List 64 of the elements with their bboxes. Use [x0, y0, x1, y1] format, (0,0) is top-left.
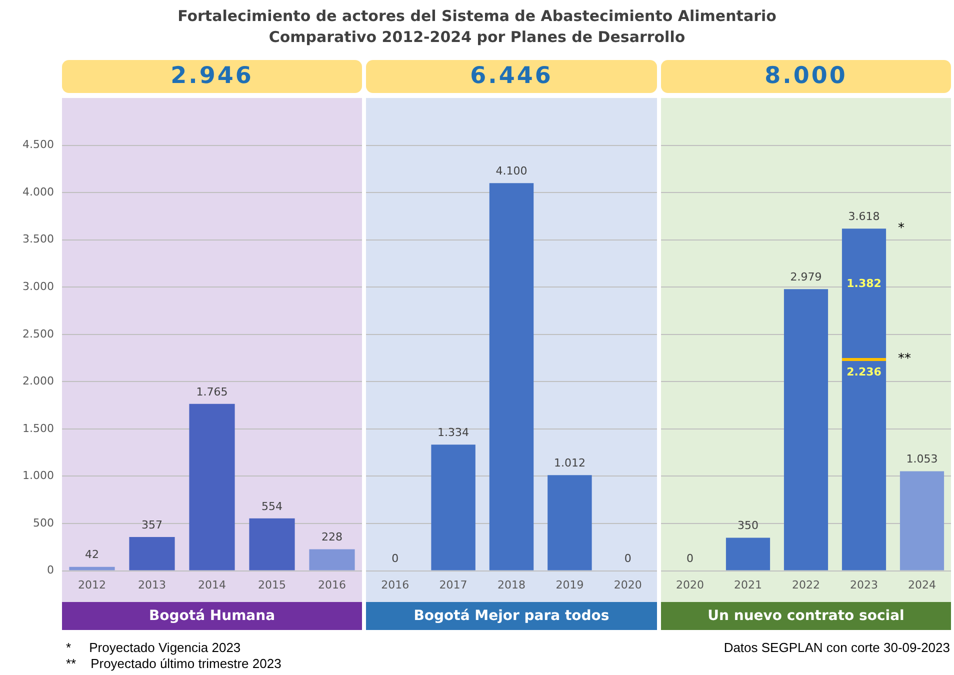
x-tick-label: 2020	[676, 578, 704, 592]
data-label: 554	[262, 500, 282, 513]
x-tick-label: 2022	[792, 578, 820, 592]
data-label: 1.012	[554, 456, 586, 470]
y-tick-label: 2.000	[22, 374, 54, 388]
x-tick-label: 2024	[908, 578, 936, 592]
data-label: 42	[85, 548, 99, 562]
annotation: **	[898, 352, 912, 367]
text: Datos SEGPLAN con corte 30-09-2023	[724, 640, 950, 655]
x-tick-label: 2019	[556, 578, 584, 592]
y-tick-label: 2.500	[22, 327, 54, 340]
x-tick-label: 2021	[734, 578, 762, 592]
bar	[69, 566, 115, 570]
data-label: 1.382	[846, 277, 882, 290]
annotation: *	[898, 221, 905, 236]
x-tick-label: 2015	[258, 578, 286, 592]
bar	[249, 518, 295, 570]
x-axis-title: Un nuevo contrato social	[661, 602, 951, 630]
data-label: 0	[624, 552, 632, 566]
y-tick-label: 3.500	[22, 232, 54, 246]
bar	[129, 537, 175, 570]
data-label: 0	[392, 552, 399, 566]
x-tick-label: 2016	[381, 578, 410, 592]
chart-subtitle: 8.000	[661, 60, 951, 93]
x-tick-label: 2017	[439, 578, 468, 592]
bar	[784, 289, 828, 570]
data-label: 1.765	[196, 385, 228, 398]
data-label: 357	[142, 518, 162, 532]
y-tick-label: 0	[47, 564, 54, 577]
x-axis-title: Bogotá Humana	[62, 602, 362, 630]
data-label: 1.053	[906, 452, 938, 466]
x-tick-label: 2023	[850, 578, 878, 592]
text: * Proyectado Vigencia 2023	[66, 640, 241, 655]
x-tick-label: 2020	[614, 578, 642, 592]
y-tick-label: 4.500	[22, 138, 54, 152]
x-axis-title: Bogotá Mejor para todos	[366, 602, 657, 630]
y-tick-label: 1.500	[22, 422, 54, 435]
data-label: 2.979	[790, 270, 822, 284]
y-tick-label: 1.000	[22, 469, 54, 482]
text: ** Proyectado último trimestre 2023	[66, 656, 282, 671]
total-label: 3.618	[848, 210, 880, 224]
y-tick-label: 500	[33, 516, 54, 530]
chart-subtitle: 6.446	[366, 60, 657, 93]
data-label: 228	[322, 530, 342, 544]
bar	[309, 549, 355, 570]
bar	[842, 359, 886, 570]
bar	[726, 538, 770, 570]
data-label: 0	[686, 552, 694, 566]
x-tick-label: 2018	[498, 578, 526, 592]
bar	[189, 404, 235, 570]
x-tick-label: 2014	[198, 578, 226, 592]
chart-subtitle: 2.946	[62, 60, 362, 93]
x-tick-label: 2013	[138, 578, 166, 592]
data-label: 4.100	[496, 164, 528, 178]
data-label: 350	[738, 519, 758, 532]
bar	[842, 228, 886, 360]
bar	[900, 471, 944, 570]
y-tick-label: 4.000	[22, 185, 54, 198]
x-tick-label: 2012	[78, 578, 106, 592]
data-label: 2.236	[846, 366, 882, 379]
y-tick-label: 3.000	[22, 280, 54, 293]
data-label: 1.334	[438, 426, 470, 440]
text: Fortalecimiento de actores del Sistema de Abastecimiento Alimentario Comparativo 2012-2024 por Planes de Desarrollo	[176, 6, 778, 48]
x-tick-label: 2016	[318, 578, 346, 592]
